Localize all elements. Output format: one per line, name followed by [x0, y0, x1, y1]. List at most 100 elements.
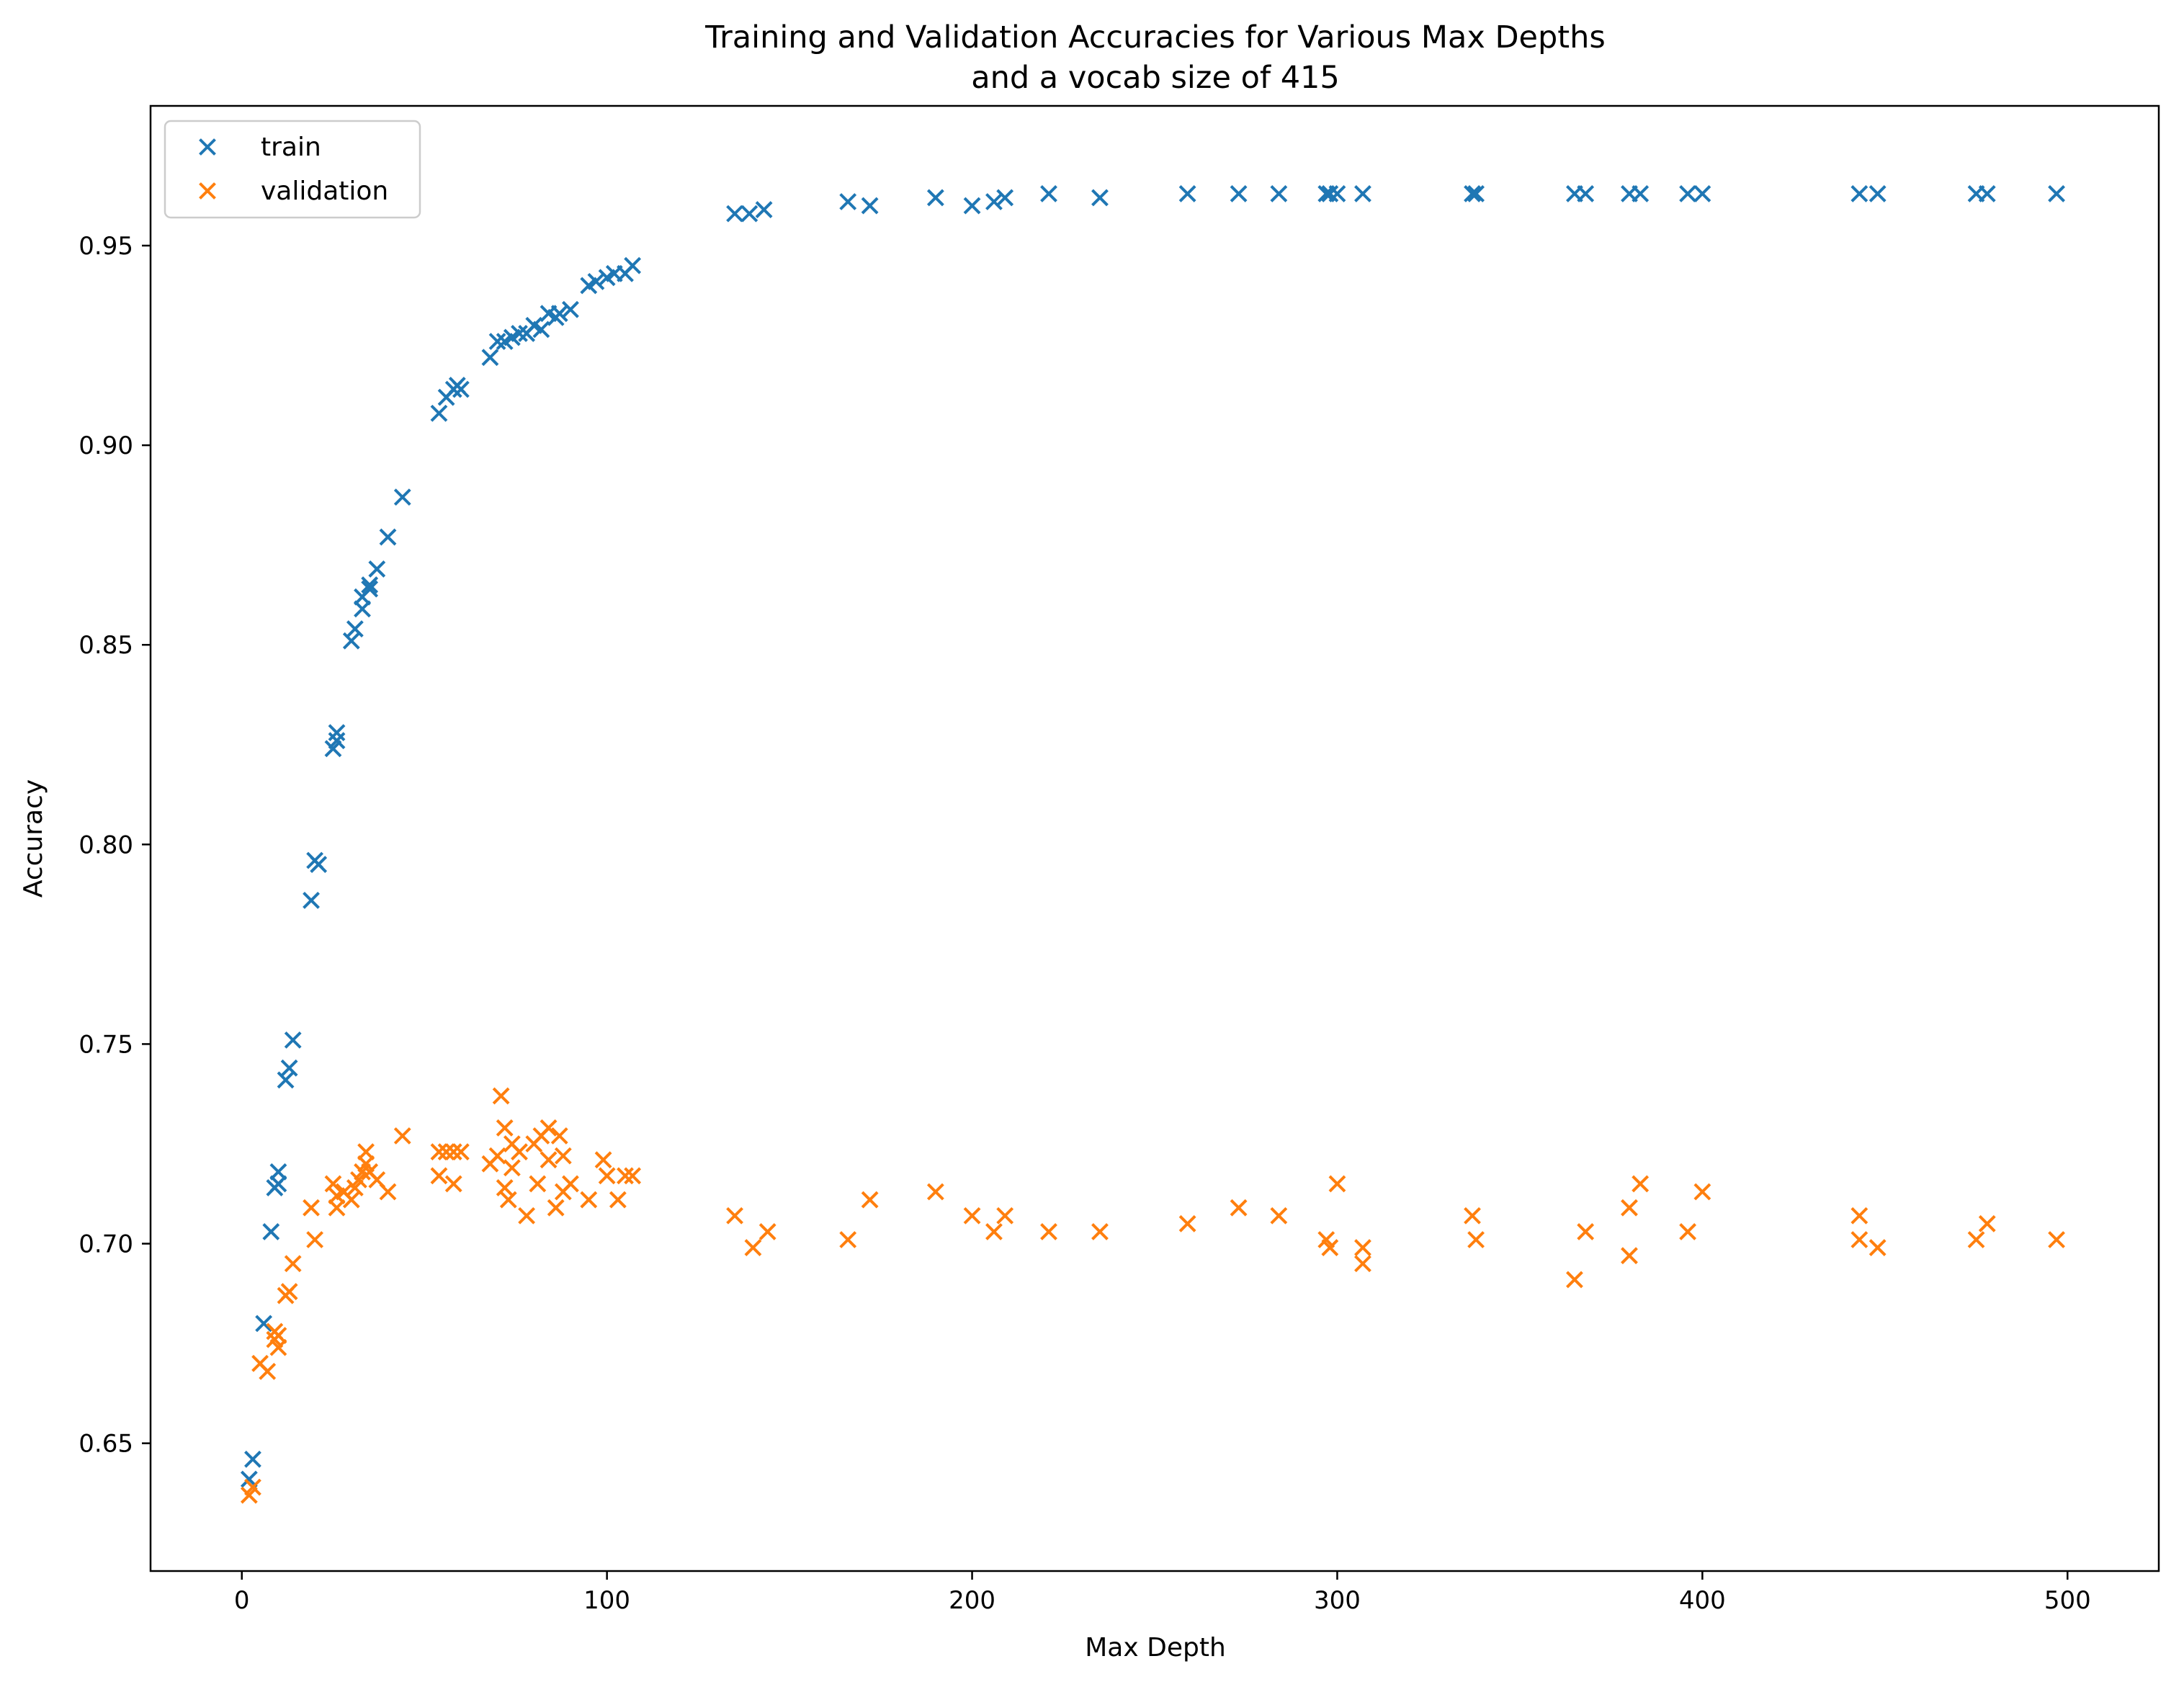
validation-point — [1621, 1199, 1638, 1217]
x-tick-label: 500 — [2044, 1586, 2091, 1615]
validation-point — [861, 1191, 879, 1209]
validation-point — [1230, 1199, 1248, 1217]
validation-point — [503, 1159, 521, 1177]
validation-point — [1091, 1222, 1109, 1240]
train-point — [328, 724, 346, 742]
train-point — [562, 300, 579, 318]
train-point — [726, 205, 743, 223]
train-point — [310, 856, 328, 873]
validation-point — [379, 1183, 397, 1201]
train-point — [1321, 185, 1339, 202]
train-point — [481, 349, 499, 367]
train-point — [1467, 185, 1485, 202]
validation-point — [550, 1127, 568, 1145]
train-point — [1679, 185, 1697, 202]
y-axis-ticks: 0.65 0.70 0.75 0.80 0.85 0.90 0.95 — [79, 232, 151, 1459]
train-point — [1230, 185, 1248, 202]
validation-point — [1577, 1222, 1595, 1240]
legend-train-marker — [199, 138, 216, 156]
validation-point — [1850, 1231, 1869, 1248]
validation-point — [306, 1231, 324, 1248]
validation-point — [580, 1191, 598, 1209]
x-tick-label: 100 — [583, 1586, 630, 1615]
validation-point — [1978, 1214, 1996, 1232]
validation-point — [594, 1151, 612, 1169]
validation-point — [452, 1143, 470, 1160]
validation-point — [284, 1255, 302, 1273]
train-point — [587, 272, 605, 290]
validation-point — [444, 1175, 462, 1193]
legend-validation-label: validation — [261, 176, 388, 206]
y-axis-label: Accuracy — [19, 779, 48, 898]
train-point — [1869, 185, 1887, 202]
validation-point — [269, 1327, 287, 1344]
series-validation — [240, 1087, 2065, 1504]
train-point — [1354, 185, 1371, 202]
validation-point — [342, 1191, 360, 1209]
train-point — [861, 197, 879, 215]
validation-point — [1869, 1239, 1887, 1256]
plot-area-frame — [149, 104, 2160, 1572]
validation-point — [1850, 1207, 1869, 1225]
validation-point — [744, 1239, 762, 1256]
train-point — [284, 1031, 302, 1049]
y-tick-label: 0.75 — [79, 1030, 133, 1059]
validation-point — [926, 1183, 944, 1201]
x-tick-label: 200 — [949, 1586, 995, 1615]
validation-point — [598, 1167, 616, 1185]
train-point — [244, 1450, 261, 1468]
train-point — [985, 193, 1003, 210]
train-point — [550, 305, 568, 323]
validation-point — [839, 1231, 857, 1248]
validation-point — [324, 1175, 342, 1193]
validation-point — [1321, 1239, 1339, 1256]
x-tick-label: 300 — [1314, 1586, 1361, 1615]
train-point — [368, 560, 386, 578]
train-point — [430, 404, 448, 422]
validation-point — [303, 1199, 320, 1217]
y-tick-label: 0.70 — [79, 1230, 133, 1259]
y-tick-label: 0.90 — [79, 431, 133, 460]
train-point — [361, 576, 379, 594]
train-point — [2048, 185, 2065, 202]
train-point — [346, 620, 364, 637]
train-point — [269, 1175, 287, 1193]
validation-point — [496, 1119, 514, 1137]
validation-point — [1354, 1239, 1371, 1256]
train-point — [740, 205, 758, 223]
validation-point — [1621, 1247, 1638, 1265]
train-point — [262, 1222, 280, 1240]
legend-validation-marker — [199, 182, 216, 200]
validation-point — [624, 1167, 642, 1185]
y-tick-label: 0.80 — [79, 831, 133, 859]
legend-validation-cross — [199, 182, 216, 200]
train-point — [1040, 185, 1057, 202]
train-point — [963, 197, 981, 215]
validation-point — [499, 1191, 517, 1209]
series-train — [240, 185, 2065, 1488]
train-point — [1693, 185, 1711, 202]
validation-point — [617, 1167, 634, 1185]
validation-point — [996, 1207, 1014, 1225]
validation-point — [540, 1151, 558, 1169]
validation-point — [437, 1143, 455, 1160]
validation-point — [492, 1087, 510, 1105]
validation-point — [1040, 1222, 1057, 1240]
train-point — [488, 333, 506, 350]
train-point — [1464, 185, 1481, 202]
train-point — [1850, 185, 1869, 202]
validation-point — [280, 1283, 298, 1300]
validation-point — [1467, 1231, 1485, 1248]
validation-point — [1632, 1175, 1650, 1193]
validation-point — [1679, 1222, 1697, 1240]
validation-point — [511, 1143, 528, 1160]
x-axis-ticks: 0 100 200 300 400 500 — [234, 1571, 2091, 1615]
validation-point — [357, 1143, 375, 1160]
train-point — [328, 732, 346, 750]
legend-train-label: train — [261, 133, 321, 162]
train-point — [926, 189, 944, 207]
train-point — [996, 189, 1014, 207]
train-point — [342, 632, 360, 650]
x-tick-label: 400 — [1679, 1586, 1726, 1615]
